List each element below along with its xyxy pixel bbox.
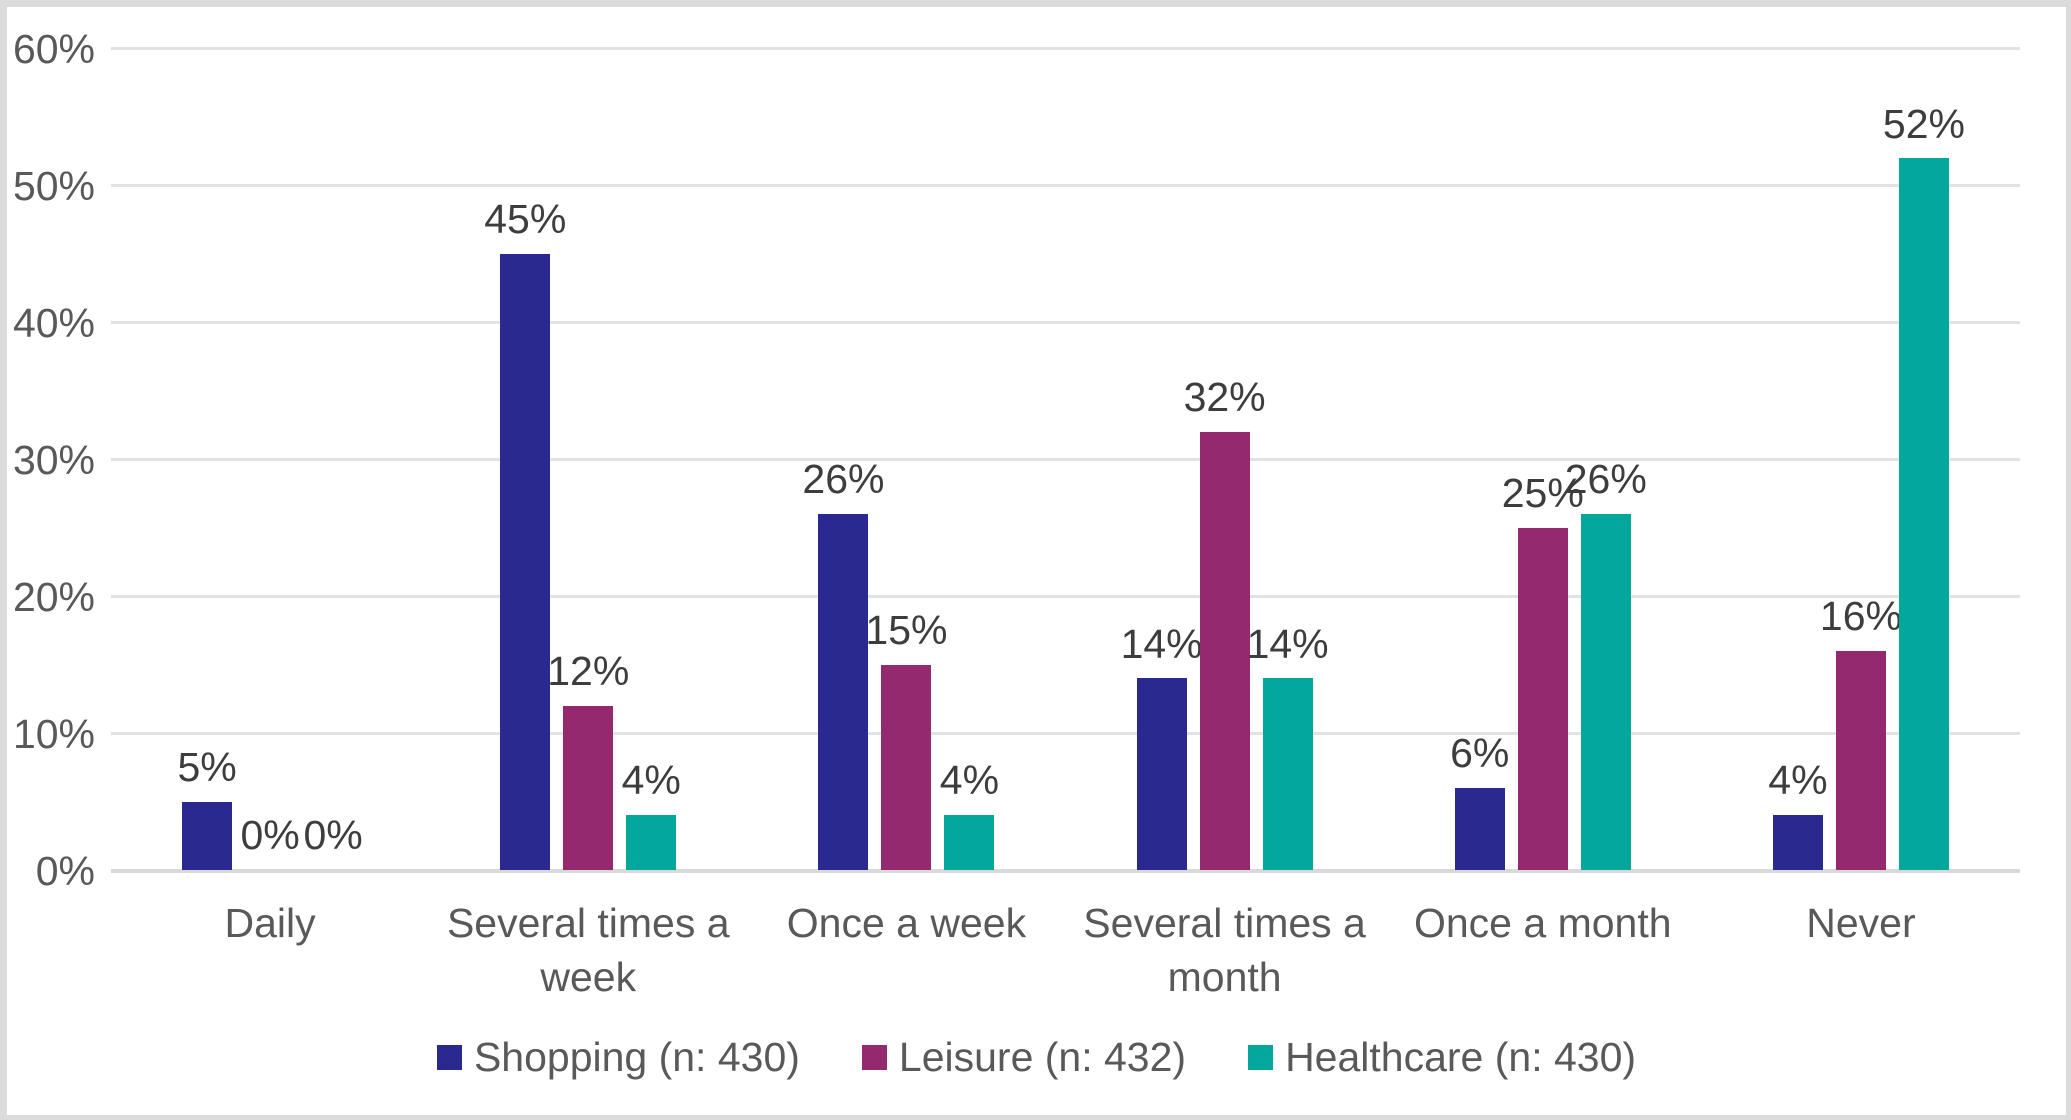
x-axis-category-label: Daily [224,900,316,946]
bar-chart: 60% 50% 40% 30% 20% 10% 0% 5% 0% 0% Daily 45% 12% 4%… [7,7,2066,1115]
data-label: 6% [1450,730,1510,776]
bar-healthcare-once-a-week: 4% [940,757,999,870]
bar-leisure-several-times-a-week: 12% [547,648,629,870]
bar-leisure-once-a-month: 25% [1502,470,1584,870]
plot-area: 60% 50% 40% 30% 20% 10% 0% 5% 0% 0% Daily 45% 12% 4%… [13,26,2020,1000]
bar-healthcare-never: 52% [1883,101,1965,870]
bar-leisure-never: 16% [1820,593,1902,870]
bar-shopping-several-times-a-month: 14% [1121,621,1203,870]
gridline [111,183,2020,187]
bar-shopping-never: 4% [1768,757,1828,870]
legend-swatch-icon [861,1045,887,1070]
bar-shopping-several-times-a-week: 45% [484,196,566,870]
legend-label: Shopping (n: 430) [473,1034,800,1080]
legend: Shopping (n: 430) Leisure (n: 432) Healthc… [7,1034,2066,1081]
bar-group-daily: 5% 0% 0% Daily [111,49,429,946]
bar-healthcare-several-times-a-week: 4% [622,757,681,870]
bar-shopping-once-a-week: 26% [802,456,884,870]
data-label: 14% [1246,620,1329,667]
data-label: 52% [1882,100,1965,147]
data-label: 45% [484,196,567,243]
data-label: 26% [802,456,885,503]
data-label: 4% [939,757,1000,804]
x-axis-category-label: Several times a month [1083,900,1366,1001]
data-label: 0% [303,812,363,859]
y-tick-label: 10% [12,711,95,757]
y-tick-label: 50% [12,162,95,209]
legend-swatch-icon [436,1045,462,1070]
bar-group-several-times-a-month: 14% 32% 14% Several times a month [1066,49,1384,1000]
data-label: 4% [1768,757,1828,804]
bar-leisure-several-times-a-month: 32% [1184,374,1266,870]
legend-item-healthcare: Healthcare (n: 430) [1248,1034,1636,1081]
x-axis-category-label: Never [1806,900,1916,946]
legend-label: Healthcare (n: 430) [1285,1034,1637,1080]
bar-healthcare-once-a-month: 26% [1565,456,1647,870]
gridline [111,594,2020,598]
legend-swatch-icon [1248,1045,1274,1070]
bar-groups: 5% 0% 0% Daily 45% 12% 4% Several times a week 2… [111,49,2020,1000]
data-label: 16% [1819,593,1902,640]
data-label: 0% [240,812,300,859]
data-label: 15% [865,606,948,653]
data-label: 4% [621,757,681,804]
bar-shopping-once-a-month: 6% [1450,730,1509,870]
data-label: 14% [1120,620,1203,667]
x-axis-category-label: Several times a week [446,900,730,1001]
legend-label: Leisure (n: 432) [898,1034,1187,1080]
y-tick-label: 20% [12,573,95,620]
legend-item-leisure: Leisure (n: 432) [861,1034,1187,1081]
data-label: 25% [1501,470,1584,517]
y-tick-label: 60% [12,26,95,72]
bar-group-never: 4% 16% 52% Never [1702,49,2020,946]
bar-group-once-a-week: 26% 15% 4% Once a week [747,49,1065,946]
data-label: 5% [177,743,237,790]
x-axis-category-label: Once a month [1413,900,1672,946]
data-label: 26% [1564,456,1647,503]
bar-shopping-daily: 5% [177,744,237,870]
data-label: 32% [1183,374,1266,421]
gridline [111,732,2020,735]
gridline [111,458,2020,461]
gridline [111,47,2020,50]
x-axis-baseline [111,869,2020,873]
bar-healthcare-several-times-a-month: 14% [1247,621,1329,870]
legend-item-shopping: Shopping (n: 430) [436,1034,800,1081]
data-label: 12% [547,647,630,694]
bar-group-several-times-a-week: 45% 12% 4% Several times a week [429,49,747,1000]
gridline [111,320,2020,324]
bar-leisure-once-a-week: 15% [865,607,947,870]
x-axis-category-label: Once a week [786,900,1027,946]
y-tick-label: 40% [12,299,95,346]
bar-group-once-a-month: 6% 25% 26% Once a month [1384,49,1702,946]
y-tick-label: 0% [35,848,95,894]
y-tick-label: 30% [12,437,95,483]
